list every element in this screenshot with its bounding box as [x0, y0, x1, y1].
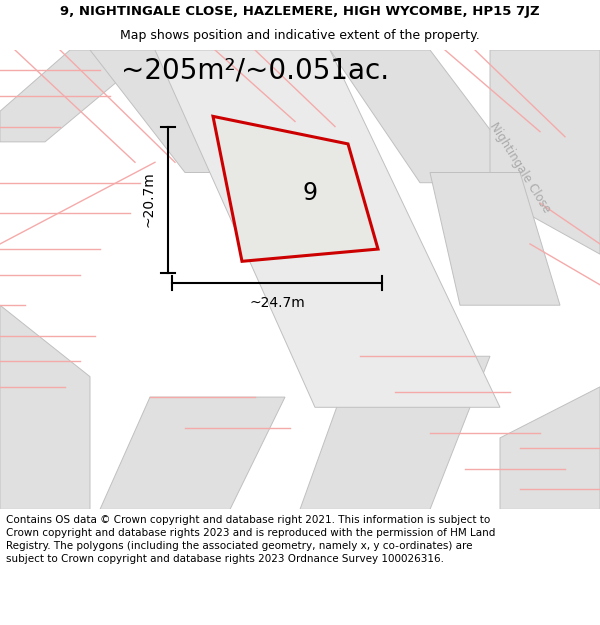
Polygon shape	[0, 50, 155, 142]
Polygon shape	[430, 173, 560, 305]
Text: 9, NIGHTINGALE CLOSE, HAZLEMERE, HIGH WYCOMBE, HP15 7JZ: 9, NIGHTINGALE CLOSE, HAZLEMERE, HIGH WY…	[60, 4, 540, 18]
Polygon shape	[500, 387, 600, 509]
Polygon shape	[100, 397, 285, 509]
Polygon shape	[213, 116, 378, 261]
Text: Nightingale Close: Nightingale Close	[487, 120, 553, 215]
Polygon shape	[0, 305, 90, 509]
Polygon shape	[155, 50, 500, 408]
Text: ~20.7m: ~20.7m	[141, 172, 155, 227]
Polygon shape	[90, 50, 310, 172]
Text: Contains OS data © Crown copyright and database right 2021. This information is : Contains OS data © Crown copyright and d…	[6, 515, 496, 564]
Polygon shape	[300, 356, 490, 509]
Polygon shape	[330, 50, 530, 182]
Text: ~205m²/~0.051ac.: ~205m²/~0.051ac.	[121, 56, 389, 84]
Text: ~24.7m: ~24.7m	[249, 296, 305, 310]
Polygon shape	[490, 50, 600, 254]
Text: 9: 9	[303, 181, 318, 204]
Text: Map shows position and indicative extent of the property.: Map shows position and indicative extent…	[120, 29, 480, 42]
